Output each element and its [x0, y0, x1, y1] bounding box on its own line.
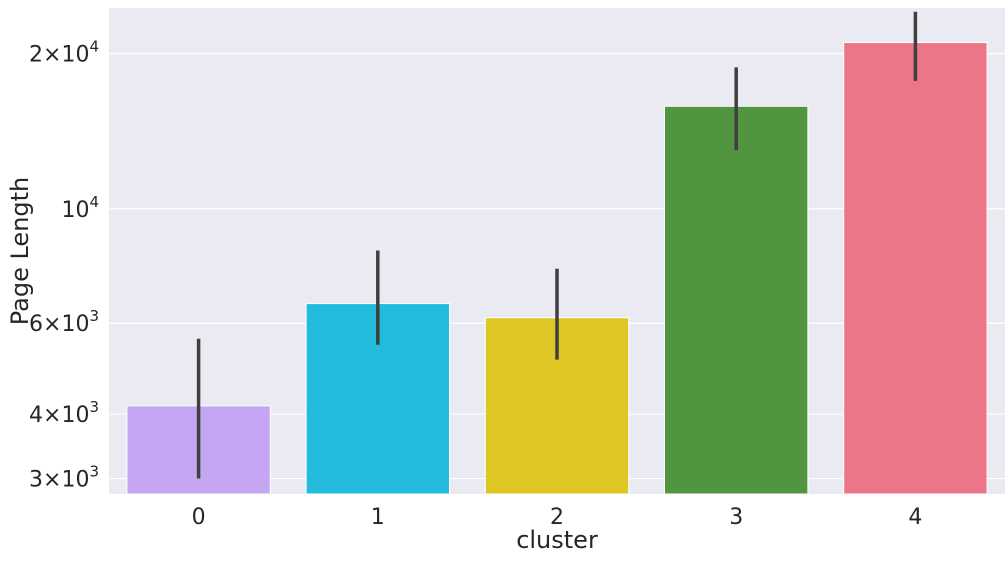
- error-bars: [196, 11, 918, 479]
- y-tick-label: 3×103: [29, 463, 99, 493]
- bar: [664, 105, 809, 495]
- x-tick-label: 0: [192, 505, 206, 530]
- y-tick-label: 6×103: [29, 307, 99, 337]
- y-tick-label: 2×104: [29, 37, 99, 67]
- y-tick-label: 4×103: [29, 398, 99, 428]
- y-tick-label: 104: [61, 193, 99, 223]
- y-axis-title: Page Length: [6, 177, 34, 326]
- x-tick-labels: 0 1 2 3 4: [192, 505, 923, 530]
- x-tick-label: 1: [371, 505, 385, 530]
- x-axis-title: cluster: [516, 526, 598, 554]
- x-tick-label: 4: [908, 505, 922, 530]
- bar: [843, 42, 988, 495]
- x-tick-label: 2: [550, 505, 564, 530]
- y-tick-labels: 3×103 4×103 6×103 104 2×104: [29, 37, 99, 492]
- x-tick-label: 3: [729, 505, 743, 530]
